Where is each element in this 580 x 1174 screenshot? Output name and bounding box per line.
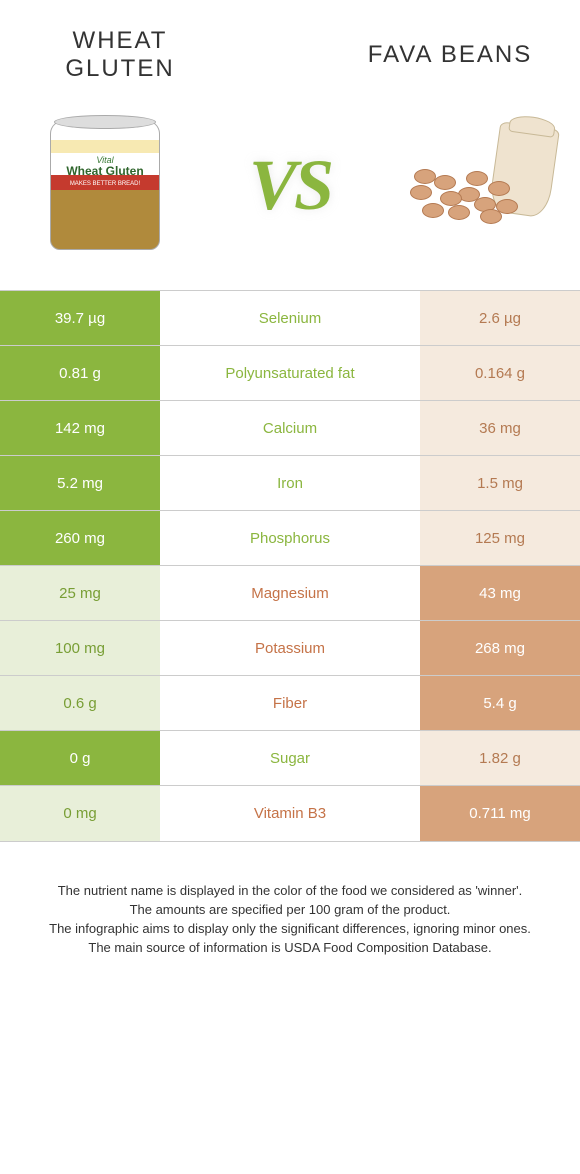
footer-notes: The nutrient name is displayed in the co… (0, 842, 580, 957)
nutrient-label: Iron (160, 456, 420, 510)
right-value: 0.711 mg (420, 786, 580, 841)
right-product-title: Fava beans (350, 41, 550, 69)
nutrient-label: Polyunsaturated fat (160, 346, 420, 400)
right-value: 125 mg (420, 511, 580, 565)
footer-line: The main source of information is USDA F… (30, 939, 550, 958)
right-value: 36 mg (420, 401, 580, 455)
nutrient-row: 0.6 gFiber5.4 g (0, 676, 580, 731)
nutrient-row: 260 mgPhosphorus125 mg (0, 511, 580, 566)
nutrient-label: Sugar (160, 731, 420, 785)
right-value: 1.82 g (420, 731, 580, 785)
right-value: 268 mg (420, 621, 580, 675)
nutrient-row: 39.7 µgSelenium2.6 µg (0, 291, 580, 346)
nutrient-label: Calcium (160, 401, 420, 455)
left-value: 0.6 g (0, 676, 160, 730)
left-value: 0 g (0, 731, 160, 785)
nutrient-label: Selenium (160, 291, 420, 345)
left-value: 5.2 mg (0, 456, 160, 510)
fava-beans-icon (400, 125, 550, 245)
nutrient-row: 100 mgPotassium268 mg (0, 621, 580, 676)
left-value: 39.7 µg (0, 291, 160, 345)
left-product-image: Vital Wheat Gluten MAKES BETTER BREAD! (30, 110, 180, 260)
left-value: 260 mg (0, 511, 160, 565)
footer-line: The nutrient name is displayed in the co… (30, 882, 550, 901)
wheat-gluten-can-icon: Vital Wheat Gluten MAKES BETTER BREAD! (50, 120, 160, 250)
nutrient-label: Potassium (160, 621, 420, 675)
nutrient-label: Vitamin B3 (160, 786, 420, 841)
left-value: 142 mg (0, 401, 160, 455)
nutrient-label: Phosphorus (160, 511, 420, 565)
nutrient-row: 0 mgVitamin B30.711 mg (0, 786, 580, 841)
left-value: 25 mg (0, 566, 160, 620)
nutrient-row: 5.2 mgIron1.5 mg (0, 456, 580, 511)
nutrient-table: 39.7 µgSelenium2.6 µg0.81 gPolyunsaturat… (0, 290, 580, 842)
nutrient-row: 0.81 gPolyunsaturated fat0.164 g (0, 346, 580, 401)
nutrient-label: Fiber (160, 676, 420, 730)
left-product-title: Wheat gluten (30, 27, 210, 82)
right-value: 5.4 g (420, 676, 580, 730)
left-value: 0.81 g (0, 346, 160, 400)
right-value: 1.5 mg (420, 456, 580, 510)
product-images-row: Vital Wheat Gluten MAKES BETTER BREAD! V… (0, 90, 580, 290)
vs-badge: VS (249, 144, 331, 227)
footer-line: The infographic aims to display only the… (30, 920, 550, 939)
nutrient-row: 0 gSugar1.82 g (0, 731, 580, 786)
footer-line: The amounts are specified per 100 gram o… (30, 901, 550, 920)
right-value: 43 mg (420, 566, 580, 620)
left-value: 100 mg (0, 621, 160, 675)
right-product-image (400, 110, 550, 260)
can-strip-text: MAKES BETTER BREAD! (70, 181, 140, 187)
right-value: 0.164 g (420, 346, 580, 400)
can-text-2: Wheat Gluten (66, 165, 143, 177)
nutrient-row: 25 mgMagnesium43 mg (0, 566, 580, 621)
right-value: 2.6 µg (420, 291, 580, 345)
left-value: 0 mg (0, 786, 160, 841)
nutrient-row: 142 mgCalcium36 mg (0, 401, 580, 456)
comparison-header: Wheat gluten Fava beans (0, 0, 580, 90)
nutrient-label: Magnesium (160, 566, 420, 620)
